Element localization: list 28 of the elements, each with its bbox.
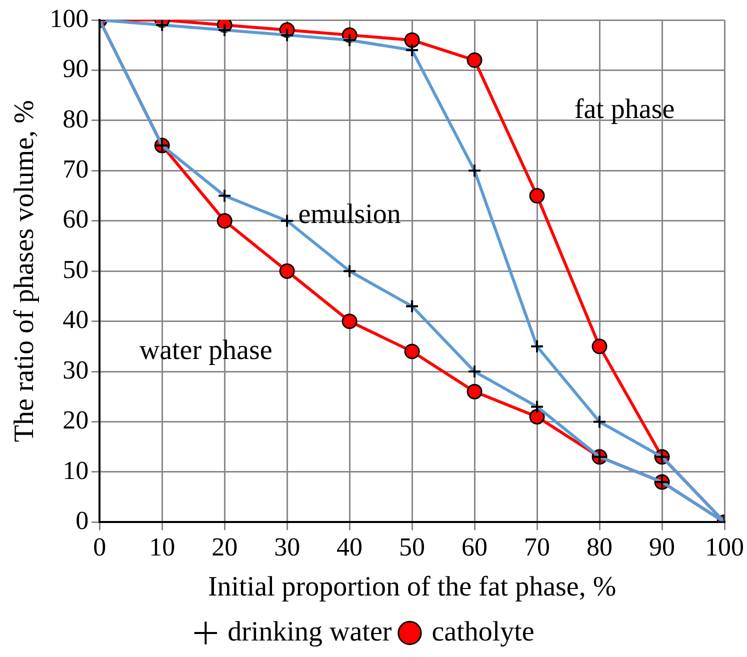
y-tick-label: 70 xyxy=(62,154,89,184)
x-tick-label: 80 xyxy=(586,532,613,562)
y-tick-label: 80 xyxy=(62,104,89,134)
x-tick-label: 60 xyxy=(462,532,488,562)
y-tick-label: 30 xyxy=(62,355,89,384)
y-tick-label: 100 xyxy=(50,4,89,33)
x-tick-label: 100 xyxy=(705,532,744,562)
x-tick-label: 20 xyxy=(212,532,238,562)
y-tick-label: 0 xyxy=(76,506,89,536)
x-tick-label: 30 xyxy=(274,532,300,562)
x-tick-label: 10 xyxy=(149,532,176,562)
x-tick-label: 50 xyxy=(399,532,426,562)
annotation: water phase xyxy=(139,334,272,366)
y-tick-label: 50 xyxy=(62,254,89,284)
x-tick-label: 70 xyxy=(524,532,550,562)
annotation: fat phase xyxy=(574,94,675,125)
x-tick-label: 90 xyxy=(649,532,676,562)
y-tick-label: 40 xyxy=(62,305,89,334)
x-tick-label: 40 xyxy=(336,532,363,562)
x-axis-title: Initial proportion of the fat phase, % xyxy=(208,572,616,603)
legend-label: catholyte xyxy=(432,616,534,648)
y-axis-title: The ratio of phases volume, % xyxy=(9,100,40,442)
y-tick-label: 60 xyxy=(62,204,89,234)
y-tick-label: 90 xyxy=(62,54,89,84)
legend-label: drinking water xyxy=(228,616,392,648)
annotation: emulsion xyxy=(298,199,401,230)
y-tick-label: 10 xyxy=(62,456,89,485)
y-tick-label: 20 xyxy=(62,406,89,435)
